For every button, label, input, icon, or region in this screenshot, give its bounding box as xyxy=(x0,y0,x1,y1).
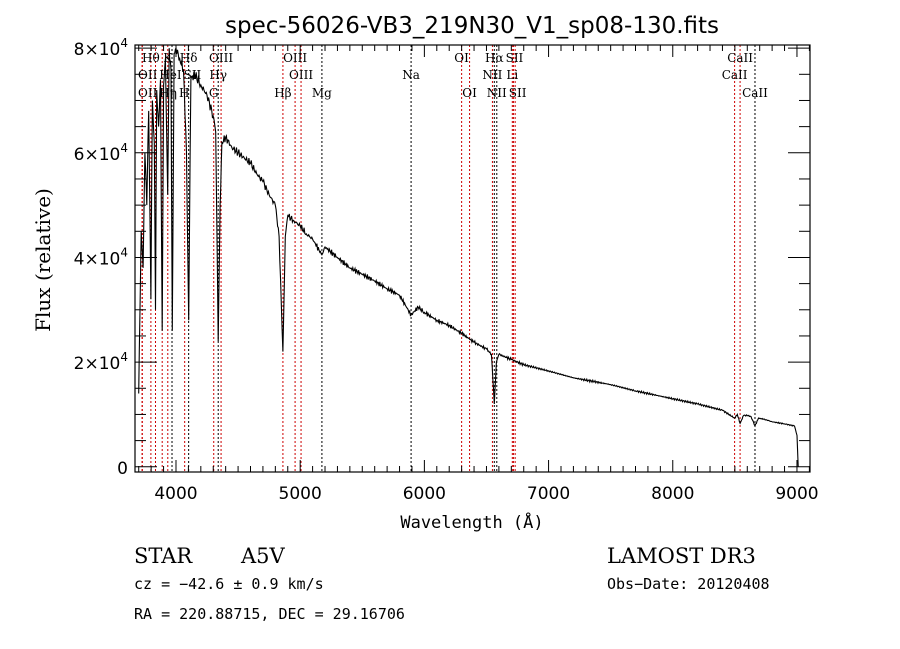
line-label: K xyxy=(163,51,173,65)
y-tick-exponent: 4 xyxy=(120,245,128,259)
line-label: OI xyxy=(454,51,469,65)
line-label: Hθ xyxy=(142,51,160,65)
line-label: SII xyxy=(506,51,524,65)
line-label: CaII xyxy=(722,68,748,82)
redshift-cz: cz = −42.6 ± 0.9 km/s xyxy=(134,575,324,593)
y-tick-label: 0 xyxy=(117,459,128,479)
line-label: Li xyxy=(506,68,518,82)
y-tick-label: 6×104 xyxy=(74,141,128,165)
y-tick-mantissa: 6×10 xyxy=(74,145,121,165)
y-tick-exponent: 4 xyxy=(120,350,128,364)
y-axis-label: Flux (relative) xyxy=(31,188,55,332)
y-tick-label: 2×104 xyxy=(74,350,128,374)
line-label: Hδ xyxy=(180,51,198,65)
object-class: STAR xyxy=(134,544,193,568)
x-tick-label: 9000 xyxy=(775,484,818,504)
x-tick-label: 8000 xyxy=(651,484,694,504)
line-label: Hγ xyxy=(209,68,227,82)
line-label: OIII xyxy=(209,51,233,65)
line-label: Na xyxy=(402,68,420,82)
line-label: OII xyxy=(138,68,158,82)
y-tick-mantissa: 2×10 xyxy=(74,354,121,374)
line-label: NII xyxy=(482,68,502,82)
spectral-subclass: A5V xyxy=(240,544,286,568)
line-label: OII xyxy=(138,86,158,100)
line-label: SII xyxy=(509,86,527,100)
y-tick-mantissa: 8×10 xyxy=(74,40,121,60)
y-tick-mantissa: 4×10 xyxy=(74,249,121,269)
line-label: CaII xyxy=(727,51,753,65)
spectrum-series xyxy=(138,46,799,467)
line-label: OI xyxy=(462,86,477,100)
line-label: OIII xyxy=(283,51,307,65)
axes: 4000 5000 6000 7000 8000 900002×1044×1046×104… xyxy=(74,36,819,504)
y-tick-label: 8×104 xyxy=(74,36,128,60)
y-tick-exponent: 4 xyxy=(120,141,128,155)
line-label: NII xyxy=(487,86,507,100)
line-label: Hβ xyxy=(274,86,291,100)
obs-date: Obs−Date: 20120408 xyxy=(607,575,770,593)
plot-frame xyxy=(134,44,811,473)
chart-title: spec-56026-VB3_219N30_V1_sp08-130.fits xyxy=(225,13,719,39)
line-label: Hα xyxy=(485,51,504,65)
line-label: OIII xyxy=(289,68,313,82)
x-tick-label: 6000 xyxy=(403,484,446,504)
y-tick-mantissa: 0 xyxy=(117,459,128,479)
x-tick-label: 4000 xyxy=(154,484,197,504)
x-tick-label: 5000 xyxy=(279,484,322,504)
y-tick-label: 4×104 xyxy=(74,245,128,269)
line-label: G xyxy=(209,86,219,100)
survey-name: LAMOST DR3 xyxy=(607,544,756,568)
y-tick-exponent: 4 xyxy=(120,36,128,50)
x-axis-label: Wavelength (Å) xyxy=(400,511,543,533)
spectrum-line xyxy=(138,46,799,467)
line-label: CaII xyxy=(742,86,768,100)
line-label: Mg xyxy=(312,86,332,100)
x-tick-label: 7000 xyxy=(527,484,570,504)
ra-dec: RA = 220.88715, DEC = 29.16706 xyxy=(134,605,405,623)
